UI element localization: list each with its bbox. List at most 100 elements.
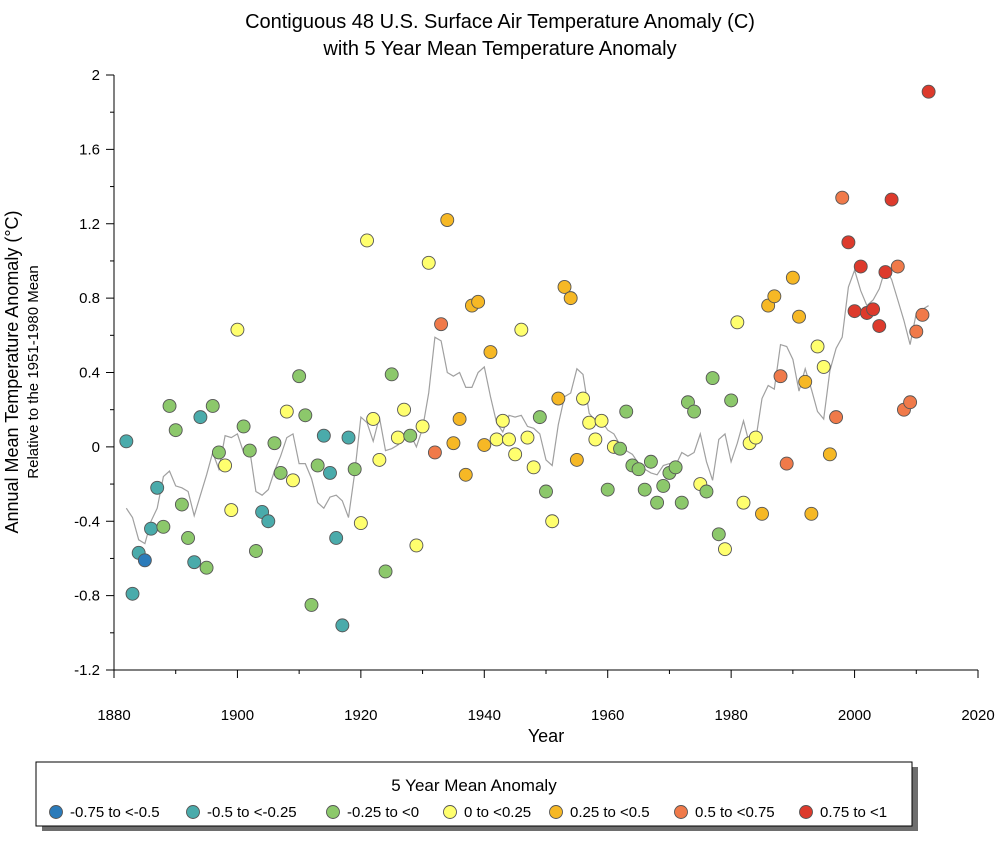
- legend-box: [35, 761, 913, 827]
- plot-area: -1.2-0.8-0.400.40.81.21.62 1880 1900 1920 1…: [74, 67, 995, 724]
- data-point: [551, 391, 566, 406]
- data-point: [446, 436, 461, 451]
- legend-label: -0.75 to <-0.5: [70, 804, 160, 821]
- y-tick-label: -1.2: [74, 662, 100, 679]
- data-point: [211, 445, 226, 460]
- x-axis-title: Year: [528, 726, 564, 746]
- y-tick-label: 0.4: [79, 365, 100, 382]
- data-point: [508, 447, 523, 462]
- y-tick-label: -0.4: [74, 513, 100, 530]
- data-point: [230, 322, 245, 337]
- data-point: [921, 84, 936, 99]
- data-point: [724, 393, 739, 408]
- data-point: [341, 430, 356, 445]
- data-point: [347, 462, 362, 477]
- data-point: [619, 404, 634, 419]
- data-point: [434, 317, 449, 332]
- data-point: [822, 447, 837, 462]
- legend-label: 0.25 to <0.5: [570, 804, 650, 821]
- data-point: [915, 307, 930, 322]
- legend-swatch: [674, 805, 688, 819]
- legend-swatch: [549, 805, 563, 819]
- data-point: [736, 495, 751, 510]
- data-point: [613, 441, 628, 456]
- data-point: [890, 259, 905, 274]
- data-point: [162, 399, 177, 413]
- y-tick-label: 1.2: [79, 216, 100, 233]
- data-point: [261, 514, 276, 529]
- data-point: [668, 460, 683, 475]
- data-point: [298, 408, 313, 423]
- data-point: [878, 265, 893, 280]
- data-point: [674, 495, 689, 510]
- legend-swatch: [443, 805, 457, 819]
- y-axis-title: Annual Mean Temperature Anomaly (°C): [2, 210, 22, 533]
- data-point: [810, 339, 825, 354]
- data-point: [582, 415, 597, 430]
- x-tick-label: 1880: [97, 707, 130, 724]
- legend-title: 5 Year Mean Anomaly: [391, 776, 557, 795]
- data-point: [489, 432, 504, 447]
- data-point: [403, 428, 418, 443]
- data-point: [748, 430, 763, 445]
- data-point: [631, 462, 646, 477]
- data-point: [495, 413, 510, 428]
- data-point: [569, 452, 584, 467]
- data-point: [816, 359, 831, 374]
- legend-swatch: [799, 805, 813, 819]
- data-point: [248, 544, 263, 558]
- data-point: [181, 531, 196, 545]
- data-point: [286, 473, 300, 488]
- data-point: [224, 503, 239, 518]
- data-point: [174, 497, 189, 512]
- data-point: [804, 506, 819, 521]
- data-point: [353, 516, 368, 531]
- data-point: [520, 430, 535, 445]
- data-point: [458, 467, 473, 482]
- data-point: [785, 270, 800, 285]
- y-ticks: -1.2 -0.8 -0.4 0 0.4 0.8 1.2 1.6 2: [74, 67, 114, 679]
- x-ticks: 1880 1900 1920 1940 1960 1980 2000 2020: [97, 670, 995, 724]
- data-point: [335, 618, 350, 633]
- legend-label: -0.25 to <0: [347, 804, 419, 821]
- y-tick-label: -0.8: [74, 588, 100, 605]
- data-point: [199, 560, 214, 575]
- data-point: [366, 412, 381, 426]
- data-point: [755, 506, 769, 521]
- data-point: [267, 436, 282, 451]
- data-point: [150, 480, 165, 495]
- data-point: [168, 423, 183, 438]
- data-point: [440, 213, 455, 227]
- data-point: [539, 484, 553, 499]
- data-point: [205, 399, 220, 413]
- data-point: [872, 319, 887, 333]
- x-tick-label: 1900: [221, 707, 254, 724]
- data-point: [310, 458, 325, 473]
- data-point: [650, 495, 665, 510]
- data-point: [730, 315, 745, 330]
- data-point: [903, 395, 918, 410]
- data-point: [637, 482, 652, 497]
- y-tick-label: 0.8: [79, 290, 100, 307]
- data-point: [384, 367, 399, 382]
- data-point: [125, 586, 140, 601]
- x-tick-label: 1960: [591, 707, 624, 724]
- data-points: [119, 84, 936, 633]
- x-tick-label: 1980: [714, 707, 747, 724]
- data-point: [545, 514, 560, 529]
- data-point: [187, 555, 202, 570]
- data-point: [323, 465, 337, 480]
- data-point: [767, 289, 782, 304]
- legend-swatch: [186, 805, 200, 819]
- y-tick-label: 1.6: [79, 141, 100, 158]
- data-point: [779, 456, 794, 471]
- data-point: [594, 413, 609, 428]
- data-point: [242, 443, 257, 458]
- legend-label: -0.5 to <-0.25: [207, 804, 297, 821]
- legend-swatch: [326, 805, 340, 819]
- y-tick-label: 0: [92, 439, 100, 456]
- y-tick-label: 2: [92, 67, 100, 84]
- data-point: [137, 553, 152, 568]
- data-point: [279, 404, 294, 419]
